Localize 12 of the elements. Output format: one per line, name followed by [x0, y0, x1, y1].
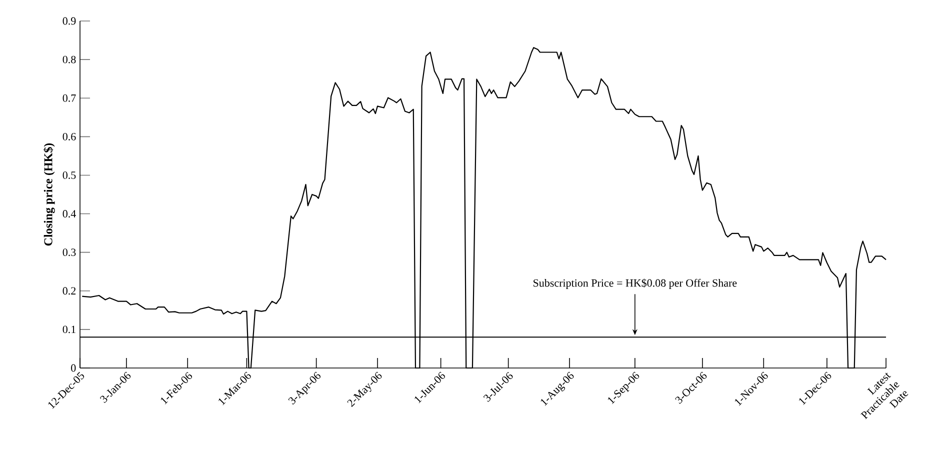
y-axis-title: Closing price (HK$)	[44, 143, 55, 246]
y-tick-label: 0.8	[62, 56, 76, 64]
y-tick-label: 0.7	[62, 94, 76, 102]
y-tick-label: 0.6	[62, 132, 76, 140]
annotation: Subscription Price = HK$0.08 per Offer Share	[534, 278, 737, 289]
y-tick-label: 0.2	[62, 287, 76, 295]
y-tick-label: 0.4	[62, 210, 76, 218]
y-tick-label: 0	[71, 364, 76, 372]
y-tick-label: 0.1	[62, 326, 76, 334]
y-tick-label: 0.9	[62, 17, 76, 25]
y-tick-label: 0.3	[62, 248, 76, 256]
y-tick-label: 0.5	[62, 172, 76, 179]
